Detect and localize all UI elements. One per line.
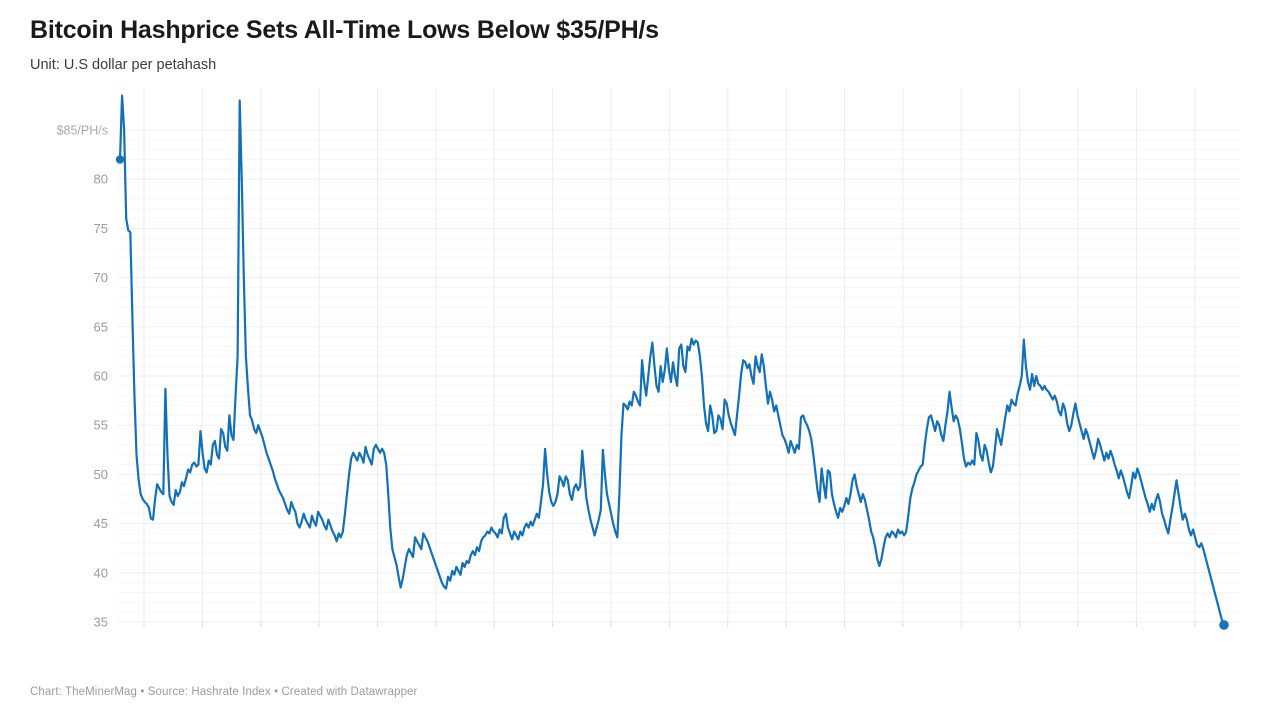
x-axis-tick-label: May <box>832 634 858 636</box>
x-axis-tick-label: Oct <box>1126 634 1147 636</box>
y-axis-tick-label: 65 <box>94 319 108 334</box>
y-axis-tick-label: $85/PH/s <box>57 124 108 138</box>
y-axis-tick-label: 60 <box>94 369 108 384</box>
x-axis-tick-label: Sep <box>1066 634 1090 636</box>
y-axis-tick-label: 35 <box>94 615 108 630</box>
vertical-gridlines <box>143 88 1196 622</box>
y-axis-tick-label: 55 <box>94 418 108 433</box>
x-axis-tick-label: Dec <box>541 634 565 636</box>
x-axis-tick-label: Nov <box>1183 634 1207 636</box>
x-axis-tick-label: Jan <box>600 634 622 636</box>
x-axis-tick-label: Apr <box>776 634 798 636</box>
x-axis-tick-label: Aug <box>307 634 331 636</box>
chart-header: Bitcoin Hashprice Sets All-Time Lows Bel… <box>30 16 1250 74</box>
x-axis-labels: May2024JunJulAugSepOctNovDecJan2025FebMa… <box>131 622 1207 636</box>
x-axis-tick-label: Feb <box>658 634 681 636</box>
x-axis-tick-label: Nov <box>482 634 506 636</box>
series-end-marker <box>1219 620 1229 630</box>
horizontal-gridlines <box>118 129 1240 623</box>
y-axis-tick-label: 40 <box>94 565 108 580</box>
y-axis-labels: $85/PH/s 80 75 70 65 60 55 50 45 40 35 <box>57 124 108 630</box>
x-axis-tick-label: Jul <box>953 634 970 636</box>
x-axis-tick-label: Jul <box>252 634 269 636</box>
x-axis-tick-label: Sep <box>365 634 389 636</box>
series-start-marker <box>115 155 125 164</box>
y-axis-tick-label: 70 <box>94 270 108 285</box>
page-title: Bitcoin Hashprice Sets All-Time Lows Bel… <box>30 16 659 44</box>
x-axis-tick-label: May <box>131 634 157 636</box>
chart-credit: Chart: TheMinerMag • Source: Hashrate In… <box>30 686 418 698</box>
y-axis-tick-label: 75 <box>94 221 108 236</box>
y-axis-tick-label: 80 <box>94 172 108 187</box>
x-axis-tick-label: Oct <box>425 634 446 636</box>
x-axis-tick-label: Mar <box>716 634 740 636</box>
y-axis-tick-label: 45 <box>94 516 108 531</box>
x-axis-tick-label: Jun <box>191 634 213 636</box>
x-axis-tick-label: Jun <box>892 634 914 636</box>
chart-subtitle: Unit: U.S dollar per petahash <box>30 56 217 73</box>
hashprice-line <box>118 94 1226 627</box>
x-axis-tick-label: Aug <box>1008 634 1032 636</box>
y-axis-tick-label: 50 <box>94 467 108 482</box>
